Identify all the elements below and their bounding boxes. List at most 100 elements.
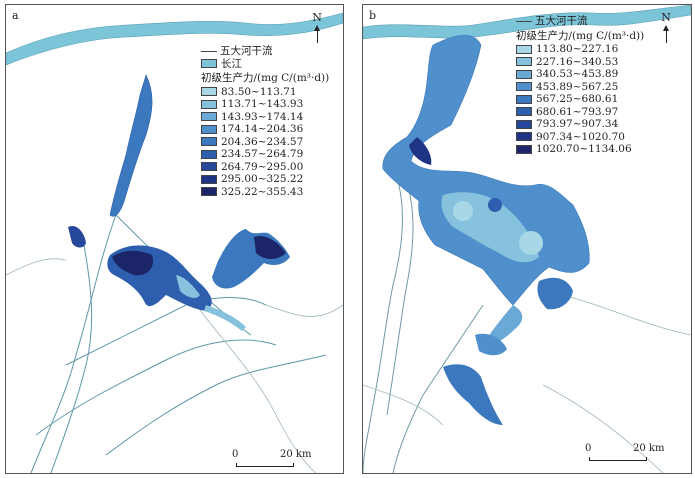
class-label: 793.97~907.34	[536, 118, 619, 130]
class-label: 325.22~355.43	[221, 185, 304, 198]
class-swatch	[201, 162, 217, 172]
lake-south-tip	[475, 333, 507, 356]
class-label: 264.79~295.00	[221, 160, 304, 173]
legend: 五大河干流 初级生产力/(mg C/(m³·d)) 113.80~227.16 …	[516, 15, 644, 156]
legend-class-row: 227.16~340.53	[516, 56, 644, 69]
legend-class-row: 907.34~1020.70	[516, 131, 644, 144]
class-label: 234.57~264.79	[221, 148, 304, 160]
class-swatch	[516, 132, 532, 142]
legend-class-row: 113.71~143.93	[201, 98, 329, 111]
river-line	[35, 339, 277, 436]
class-swatch	[516, 144, 532, 154]
north-label: N	[661, 11, 671, 24]
legend-river-row: 五大河干流	[516, 15, 644, 28]
lake-west	[68, 225, 86, 248]
legend-river-row: 五大河干流	[201, 45, 329, 58]
legend-class-row: 113.80~227.16	[516, 43, 644, 56]
class-label: 83.50~113.71	[221, 85, 297, 98]
legend-class-row: 83.50~113.71	[201, 86, 329, 99]
class-label: 680.61~793.97	[536, 105, 619, 118]
lake-light-spot	[519, 231, 543, 255]
river-line	[386, 174, 414, 416]
map-panel-a: a N 五大河干流 长江 初级生产力/(mg C/(m³·d)) 83.50~1…	[5, 4, 344, 474]
legend: 五大河干流 长江 初级生产力/(mg C/(m³·d)) 83.50~113.7…	[201, 45, 329, 198]
boundary-line	[265, 304, 343, 317]
river-line	[105, 354, 327, 456]
legend-class-row: 567.25~680.61	[516, 93, 644, 106]
lake-light-spot	[453, 201, 473, 221]
legend-class-row: 793.97~907.34	[516, 118, 644, 131]
river-line-icon	[516, 20, 532, 22]
legend-class-row: 295.00~325.22	[201, 173, 329, 186]
lake-outflow	[204, 305, 246, 331]
scale-end-label: 20 km	[280, 449, 312, 460]
lake-south-arm	[483, 305, 523, 346]
map-b-graphic	[363, 5, 691, 473]
class-label: 453.89~567.25	[536, 80, 619, 93]
panel-label: a	[12, 9, 19, 22]
north-arrow-icon: N	[310, 11, 324, 43]
scale-end-label: 20 km	[633, 443, 665, 454]
boundary-line	[363, 384, 444, 426]
class-label: 1020.70~1134.06	[536, 143, 632, 155]
class-swatch	[201, 99, 217, 109]
lake-east-dark	[254, 235, 286, 259]
legend-class-row: 174.14~204.36	[201, 123, 329, 136]
class-label: 143.93~174.14	[221, 110, 304, 123]
north-arrow-icon: N	[659, 11, 673, 43]
boundary-line	[195, 304, 317, 473]
class-swatch	[516, 119, 532, 129]
scale-start-label: 0	[585, 443, 592, 454]
scale-start-label: 0	[232, 449, 239, 460]
class-label: 567.25~680.61	[536, 93, 619, 105]
legend-yangtze-row: 长江	[201, 58, 329, 71]
class-label: 113.71~143.93	[221, 98, 304, 110]
river-line	[65, 297, 267, 366]
class-swatch	[201, 149, 217, 159]
lake-north	[109, 74, 153, 217]
legend-class-row: 204.36~234.57	[201, 136, 329, 149]
class-swatch	[201, 124, 217, 134]
class-label: 204.36~234.57	[221, 135, 304, 148]
river-line	[50, 244, 93, 473]
class-swatch	[201, 137, 217, 147]
class-swatch	[516, 107, 532, 117]
panel-label: b	[369, 9, 377, 22]
legend-class-row: 325.22~355.43	[201, 186, 329, 199]
river-line	[392, 304, 484, 473]
river-line-icon	[201, 50, 217, 52]
legend-river-label: 五大河干流	[535, 15, 588, 27]
legend-class-row: 143.93~174.14	[201, 111, 329, 124]
class-label: 295.00~325.22	[221, 173, 304, 185]
legend-class-row: 680.61~793.97	[516, 106, 644, 119]
boundary-line	[6, 258, 67, 276]
class-swatch	[201, 174, 217, 184]
legend-yangtze-label: 长江	[221, 57, 242, 70]
legend-class-row: 234.57~264.79	[201, 148, 329, 161]
class-swatch	[516, 69, 532, 79]
class-swatch	[516, 82, 532, 92]
lake-south-lower	[443, 364, 503, 425]
lake-central-dark	[112, 250, 154, 276]
class-label: 227.16~340.53	[536, 55, 619, 68]
legend-class-row: 453.89~567.25	[516, 81, 644, 94]
legend-class-row: 340.53~453.89	[516, 68, 644, 81]
class-label: 113.80~227.16	[536, 43, 619, 55]
class-label: 174.14~204.36	[221, 123, 304, 135]
class-swatch	[516, 57, 532, 67]
class-swatch	[201, 112, 217, 122]
class-label: 340.53~453.89	[536, 68, 619, 80]
north-label: N	[312, 11, 322, 24]
legend-river-label: 五大河干流	[220, 45, 273, 57]
river-line	[363, 164, 403, 473]
lake-dark-inlet	[409, 137, 432, 165]
legend-class-row: 264.79~295.00	[201, 161, 329, 174]
class-swatch	[201, 187, 217, 197]
class-label: 907.34~1020.70	[536, 130, 625, 143]
boundary-line	[562, 294, 691, 336]
class-swatch	[516, 94, 532, 104]
yangtze-river	[6, 12, 343, 66]
legend-class-row: 1020.70~1134.06	[516, 143, 644, 156]
class-swatch	[201, 87, 217, 97]
legend-title: 初级生产力/(mg C/(m³·d))	[516, 29, 645, 42]
